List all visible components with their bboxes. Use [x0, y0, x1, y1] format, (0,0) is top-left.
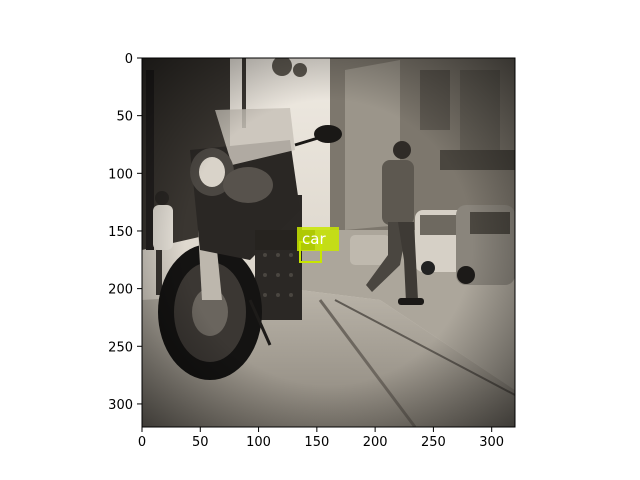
x-tick-label: 0: [138, 435, 146, 450]
photo-image: car: [142, 58, 515, 427]
x-axis: 0 50 100 150 200 250 300: [138, 427, 504, 450]
y-tick-label: 50: [116, 110, 133, 125]
x-tick-label: 300: [479, 435, 504, 450]
y-tick-label: 100: [108, 167, 133, 182]
x-tick-label: 150: [304, 435, 329, 450]
y-axis: 0 50 100 150 200 250 300: [108, 52, 142, 413]
x-tick-label: 50: [192, 435, 209, 450]
y-tick-label: 250: [108, 340, 133, 355]
y-tick-label: 300: [108, 398, 133, 413]
x-tick-label: 250: [421, 435, 446, 450]
axes-frame: [141, 57, 516, 428]
y-tick-label: 200: [108, 283, 133, 298]
x-tick-label: 200: [363, 435, 388, 450]
x-tick-label: 100: [246, 435, 271, 450]
y-tick-label: 150: [108, 225, 133, 240]
y-tick-label: 0: [125, 52, 133, 67]
